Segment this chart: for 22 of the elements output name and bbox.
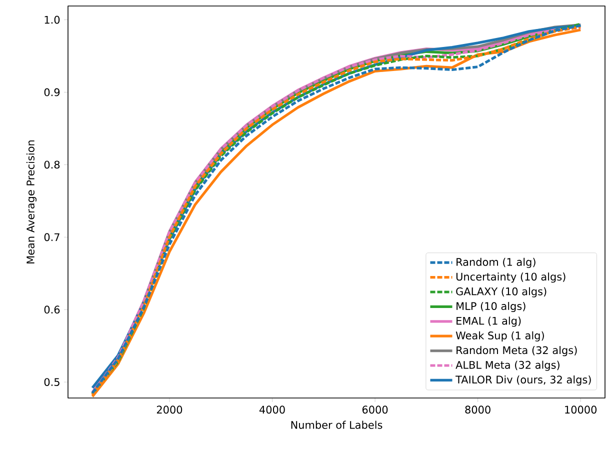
legend-label: TAILOR Div (ours, 32 algs) <box>456 375 591 386</box>
legend-label: MLP (10 algs) <box>456 302 526 312</box>
y-tick-label: 0.5 <box>44 378 60 386</box>
legend-label: EMAL (1 alg) <box>456 316 521 327</box>
x-axis-title: Number of Labels <box>291 420 382 429</box>
legend-label: Uncertainty (10 algs) <box>456 272 566 283</box>
x-tick-label: 2000 <box>156 406 182 414</box>
x-tick-label: 8000 <box>465 406 490 414</box>
legend-label: Random Meta (32 algs) <box>456 346 577 356</box>
legend-label: Weak Sup (1 alg) <box>456 331 544 342</box>
y-tick-label: 0.6 <box>44 306 60 314</box>
legend-label: Random (1 alg) <box>456 258 536 268</box>
legend-label: GALAXY (10 algs) <box>456 287 546 298</box>
y-axis-title: Mean Average Precision <box>26 140 36 264</box>
y-tick-label: 0.9 <box>44 88 60 96</box>
x-tick-label: 6000 <box>362 406 388 414</box>
x-tick-label: 4000 <box>259 406 285 414</box>
y-tick-label: 0.8 <box>44 160 60 169</box>
x-tick-label: 10000 <box>565 406 597 414</box>
legend-label: ALBL Meta (32 algs) <box>456 360 560 371</box>
y-tick-label: 1.0 <box>44 16 60 24</box>
y-tick-label: 0.7 <box>44 233 60 242</box>
